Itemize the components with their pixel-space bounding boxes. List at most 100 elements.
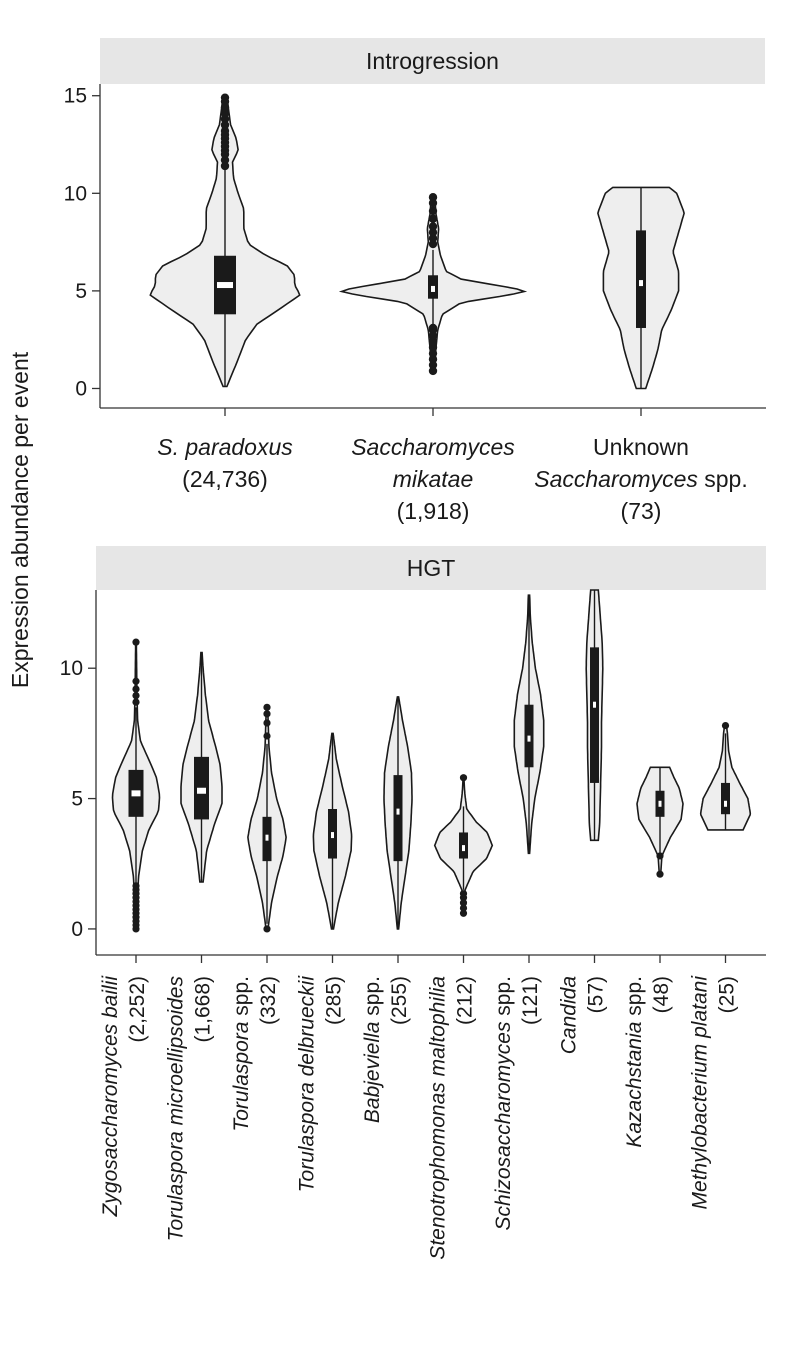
violin-group: S. paradoxus (24,736) bbox=[149, 93, 301, 492]
label-segment: Torulaspora microellipsoides bbox=[165, 976, 188, 1242]
outlier-point bbox=[132, 677, 140, 685]
label-segment: Schizosaccharomyces bbox=[492, 1021, 515, 1230]
violin-group: Schizosaccharomyces spp. (121) bbox=[492, 594, 545, 1230]
x-category-label: Torulaspora microellipsoides bbox=[165, 976, 188, 1242]
label-segment: Zygosaccharomyces bailii bbox=[99, 975, 122, 1218]
iqr-box bbox=[590, 647, 599, 783]
y-tick-label: 5 bbox=[75, 280, 87, 303]
violin-group: Babjeviella spp. (255) bbox=[361, 696, 413, 1124]
panel-strip bbox=[100, 38, 765, 84]
y-tick-label: 10 bbox=[64, 182, 87, 205]
label-segment: Kazachstania bbox=[623, 1022, 646, 1148]
x-category-label: Schizosaccharomyces spp. bbox=[492, 976, 515, 1230]
outlier-point bbox=[428, 355, 438, 364]
violin-group: Torulaspora spp. (332) bbox=[230, 703, 287, 1132]
label-segment: spp. bbox=[698, 466, 748, 492]
label-segment: Candida bbox=[558, 976, 581, 1054]
outlier-point bbox=[220, 161, 230, 171]
y-tick-label: 10 bbox=[60, 657, 83, 680]
iqr-box bbox=[721, 782, 730, 815]
label-segment: (255) bbox=[388, 976, 411, 1025]
outlier-point bbox=[428, 323, 438, 333]
label-segment: (212) bbox=[454, 976, 477, 1025]
outlier-point bbox=[220, 114, 230, 124]
x-category-label: (212) bbox=[454, 976, 477, 1025]
x-category-label: Saccharomyces spp. bbox=[534, 466, 748, 492]
label-segment: Torulaspora bbox=[230, 1022, 253, 1132]
x-category-label: Methylobacterium platani bbox=[689, 975, 712, 1210]
outlier-point bbox=[220, 126, 230, 136]
violin-group: Unknown Saccharomyces spp. (73) bbox=[534, 186, 748, 524]
median-mark bbox=[217, 282, 233, 289]
outlier-point bbox=[428, 222, 438, 231]
y-tick-label: 0 bbox=[71, 918, 83, 941]
x-category-label: (121) bbox=[519, 976, 542, 1025]
median-mark bbox=[396, 808, 400, 815]
panel-title: HGT bbox=[407, 555, 456, 581]
label-segment: spp. bbox=[492, 976, 515, 1022]
outlier-point bbox=[263, 732, 271, 740]
label-segment: Unknown bbox=[593, 434, 689, 460]
x-category-label: (25) bbox=[716, 976, 739, 1013]
outlier-point bbox=[428, 193, 438, 202]
outlier-point bbox=[428, 206, 438, 216]
y-tick-label: 0 bbox=[75, 377, 87, 400]
violin-group: Torulaspora delbrueckii (285) bbox=[296, 732, 353, 1193]
violin-group: Saccharomyces mikatae (1,918) bbox=[338, 193, 528, 524]
outlier-point bbox=[721, 721, 730, 730]
label-segment: Stenotrophomonas maltophilia bbox=[427, 976, 450, 1260]
x-category-label: (1,918) bbox=[397, 498, 470, 524]
violin-group: Candida (57) bbox=[558, 589, 608, 1054]
outlier-point bbox=[428, 366, 438, 376]
label-segment: Saccharomyces bbox=[534, 466, 698, 492]
outlier-point bbox=[428, 233, 438, 243]
label-segment: (2,252) bbox=[126, 976, 149, 1043]
label-segment: Babjeviella bbox=[361, 1022, 384, 1124]
median-mark bbox=[331, 832, 334, 839]
outlier-point bbox=[459, 899, 468, 907]
x-category-label: (73) bbox=[621, 498, 662, 524]
outlier-point bbox=[428, 239, 438, 249]
median-mark bbox=[639, 280, 643, 287]
x-category-label: (1,668) bbox=[192, 976, 215, 1043]
median-mark bbox=[724, 800, 727, 807]
label-segment: mikatae bbox=[393, 466, 474, 492]
median-mark bbox=[593, 701, 596, 708]
outlier-point bbox=[428, 228, 438, 237]
x-category-label: (48) bbox=[650, 976, 673, 1013]
violin-group: Methylobacterium platani (25) bbox=[689, 721, 752, 1210]
median-mark bbox=[197, 787, 206, 794]
outlier-point bbox=[428, 343, 438, 352]
median-mark bbox=[265, 834, 269, 841]
outlier-point bbox=[220, 109, 230, 118]
outlier-point bbox=[459, 904, 468, 912]
label-segment: (332) bbox=[257, 976, 280, 1025]
x-category-label: Zygosaccharomyces bailii bbox=[99, 975, 122, 1218]
outlier-point bbox=[132, 685, 140, 693]
x-category-label: (24,736) bbox=[182, 466, 268, 492]
outlier-point bbox=[220, 155, 230, 165]
label-segment: Torulaspora delbrueckii bbox=[296, 975, 319, 1193]
label-segment: (1,668) bbox=[192, 976, 215, 1043]
x-category-label: mikatae bbox=[393, 466, 474, 492]
x-category-label: (255) bbox=[388, 976, 411, 1025]
outlier-point bbox=[132, 638, 140, 646]
outlier-point bbox=[263, 925, 271, 933]
label-segment: (24,736) bbox=[182, 466, 268, 492]
outlier-point bbox=[132, 691, 140, 700]
median-mark bbox=[527, 735, 531, 742]
x-category-label: Torulaspora delbrueckii bbox=[296, 975, 319, 1193]
violin-group: Stenotrophomonas maltophilia (212) bbox=[427, 774, 494, 1260]
label-segment: Methylobacterium platani bbox=[689, 975, 712, 1210]
outlier-point bbox=[263, 703, 271, 711]
panel-strip bbox=[96, 546, 766, 590]
label-segment: S. paradoxus bbox=[157, 434, 293, 460]
label-segment: (121) bbox=[519, 976, 542, 1025]
x-category-label: (332) bbox=[257, 976, 280, 1025]
outlier-point bbox=[428, 331, 438, 340]
violin-group: Kazachstania spp. (48) bbox=[623, 766, 684, 1148]
outlier-point bbox=[132, 698, 140, 706]
